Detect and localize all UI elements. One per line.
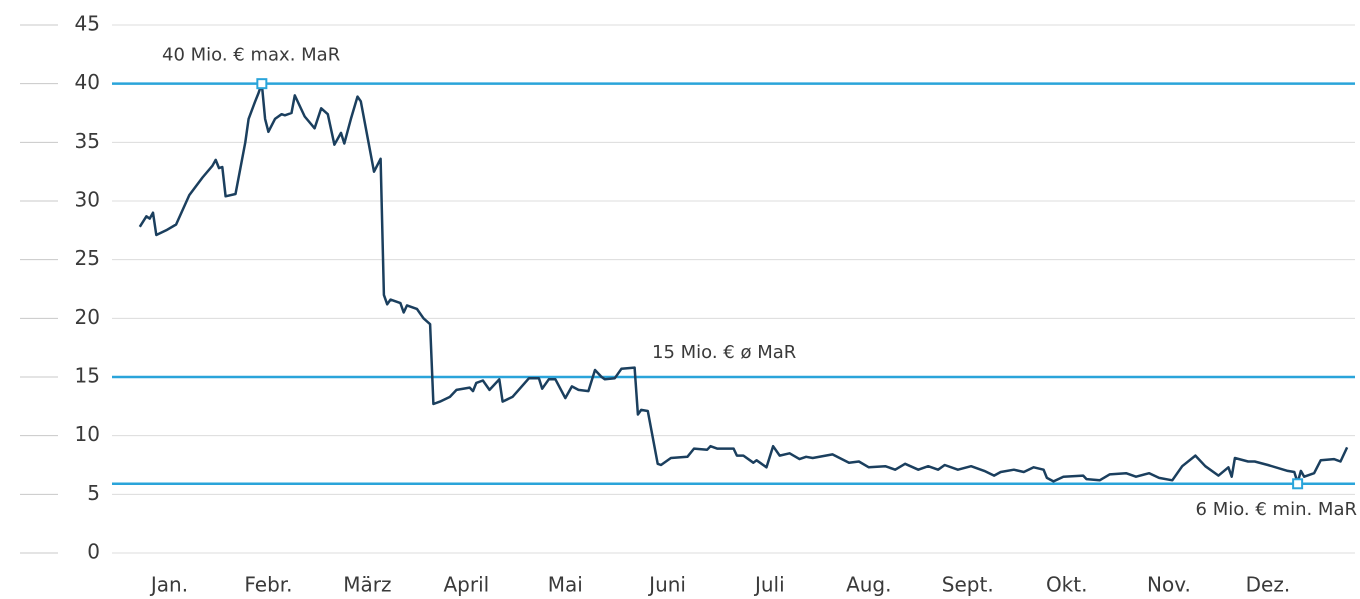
x-tick-label: Juli [753, 573, 785, 597]
x-tick-label: Aug. [846, 573, 891, 597]
annotation: 6 Mio. € min. MaR [1196, 499, 1357, 520]
x-tick-label: Mai [548, 573, 583, 597]
x-tick-label: Dez. [1246, 573, 1291, 597]
y-tick-label: 25 [75, 246, 100, 270]
y-tick-label: 45 [75, 12, 100, 36]
x-tick-label: März [343, 573, 391, 597]
x-tick-label: April [444, 573, 490, 597]
x-tick-label: Sept. [942, 573, 994, 597]
marker [1292, 478, 1304, 490]
y-tick-label: 15 [75, 364, 100, 388]
data-line [138, 82, 1349, 484]
y-tick-label: 0 [87, 540, 100, 564]
y-tick-label: 20 [75, 305, 100, 329]
marker [256, 78, 268, 90]
x-tick-label: Okt. [1046, 573, 1088, 597]
y-tick-label: 10 [75, 422, 100, 446]
x-tick-label: Juni [647, 573, 686, 597]
y-tick-label: 40 [75, 70, 100, 94]
x-tick-label: Febr. [244, 573, 292, 597]
x-tick-label: Jan. [149, 573, 188, 597]
y-tick-label: 35 [75, 129, 100, 153]
annotation: 15 Mio. € ø MaR [652, 342, 796, 363]
annotation: 40 Mio. € max. MaR [162, 45, 340, 66]
x-tick-label: Nov. [1147, 573, 1191, 597]
y-tick-label: 5 [87, 481, 100, 505]
y-tick-label: 30 [75, 188, 100, 212]
